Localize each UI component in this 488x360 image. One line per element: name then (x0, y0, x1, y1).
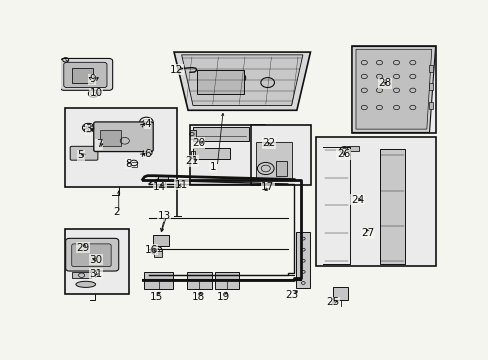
Bar (276, 161, 286, 176)
Bar (143, 273, 173, 288)
Bar (428, 66, 432, 72)
FancyBboxPatch shape (72, 244, 111, 267)
Bar (65, 229, 128, 294)
Text: 7: 7 (96, 139, 102, 149)
Bar (186, 273, 211, 288)
FancyBboxPatch shape (65, 238, 119, 271)
Bar (315, 136, 435, 266)
Bar (154, 251, 161, 257)
Text: 28: 28 (378, 78, 391, 89)
Text: 9: 9 (89, 74, 95, 84)
Bar (131, 162, 136, 167)
Text: 11: 11 (175, 180, 188, 190)
Text: 5: 5 (78, 150, 84, 161)
Bar (189, 130, 195, 139)
Bar (428, 102, 432, 109)
FancyBboxPatch shape (70, 146, 98, 160)
Text: 25: 25 (326, 297, 339, 307)
Polygon shape (174, 52, 310, 110)
Text: 19: 19 (216, 292, 229, 302)
Bar (196, 70, 244, 94)
Bar (346, 146, 359, 151)
Text: 8: 8 (125, 159, 132, 169)
Bar (190, 151, 195, 158)
Text: 20: 20 (191, 138, 204, 148)
Text: 16: 16 (144, 245, 158, 255)
Text: 4: 4 (144, 118, 150, 129)
FancyBboxPatch shape (94, 122, 153, 152)
Text: 17: 17 (261, 183, 274, 192)
Bar (72, 68, 93, 84)
Bar (351, 46, 435, 133)
Bar (193, 127, 248, 141)
Bar (380, 149, 404, 264)
Ellipse shape (76, 281, 96, 287)
FancyBboxPatch shape (60, 58, 112, 90)
Bar (72, 272, 90, 278)
Text: 10: 10 (89, 88, 102, 98)
Bar (100, 130, 121, 146)
Text: 1: 1 (209, 162, 216, 172)
Bar (65, 108, 176, 187)
Text: 23: 23 (285, 291, 298, 301)
Text: 27: 27 (361, 228, 374, 238)
FancyBboxPatch shape (63, 62, 107, 87)
Text: 13: 13 (157, 211, 170, 221)
Bar (428, 84, 432, 90)
Text: 26: 26 (336, 149, 349, 159)
Text: 21: 21 (185, 156, 198, 166)
Text: 2: 2 (113, 207, 119, 217)
Bar (193, 148, 230, 159)
Text: 14: 14 (153, 183, 166, 192)
Text: 24: 24 (350, 195, 364, 205)
Polygon shape (351, 46, 435, 132)
Text: 18: 18 (191, 292, 204, 302)
Text: 3: 3 (85, 124, 92, 134)
Bar (251, 125, 311, 185)
Text: 22: 22 (262, 138, 275, 148)
Text: 29: 29 (76, 243, 89, 253)
Polygon shape (355, 49, 431, 129)
Text: 30: 30 (89, 255, 102, 265)
Polygon shape (181, 55, 302, 105)
Text: 31: 31 (89, 269, 102, 279)
Bar (214, 273, 239, 288)
Bar (158, 175, 168, 180)
Bar (332, 287, 347, 301)
Text: 6: 6 (144, 149, 150, 159)
Text: 15: 15 (150, 292, 163, 302)
Bar (296, 232, 310, 288)
Bar (256, 142, 292, 180)
Bar (189, 125, 264, 185)
Bar (153, 235, 168, 246)
Text: 12: 12 (170, 64, 183, 75)
